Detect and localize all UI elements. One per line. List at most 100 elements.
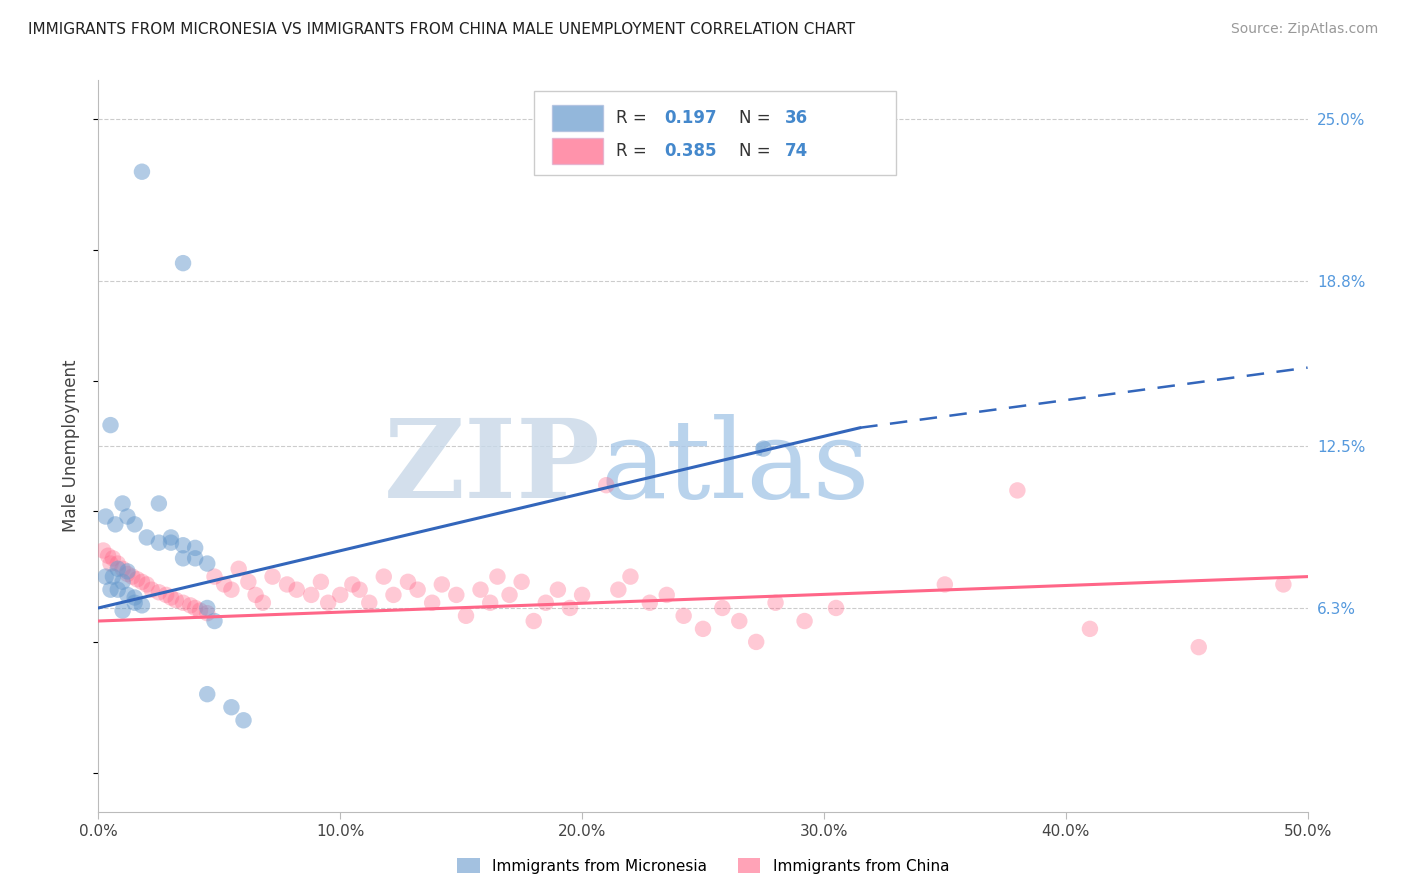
Point: [172, 551, 194, 566]
Point: [117, 565, 139, 579]
Point: [148, 585, 170, 599]
Text: atlas: atlas: [600, 415, 870, 522]
Point: [638, 596, 661, 610]
Point: [486, 569, 509, 583]
Point: [406, 582, 429, 597]
Point: [148, 496, 170, 510]
Point: [101, 569, 124, 583]
Point: [124, 517, 146, 532]
Text: N =: N =: [740, 142, 776, 161]
Point: [91, 543, 114, 558]
Text: 0.197: 0.197: [664, 110, 717, 128]
Point: [204, 569, 226, 583]
Point: [212, 577, 235, 591]
Point: [252, 596, 274, 610]
Text: N =: N =: [740, 110, 776, 128]
Y-axis label: Male Unemployment: Male Unemployment: [62, 359, 80, 533]
Point: [111, 574, 134, 589]
Point: [135, 577, 157, 591]
Point: [104, 517, 127, 532]
Point: [245, 588, 267, 602]
Point: [382, 588, 405, 602]
Point: [745, 635, 768, 649]
Point: [359, 596, 381, 610]
Point: [221, 700, 243, 714]
Point: [479, 596, 502, 610]
Point: [160, 535, 183, 549]
Point: [228, 562, 250, 576]
Point: [124, 591, 146, 605]
Point: [262, 569, 284, 583]
Point: [711, 601, 734, 615]
Point: [498, 588, 520, 602]
Point: [655, 588, 678, 602]
Point: [571, 588, 593, 602]
Text: IMMIGRANTS FROM MICRONESIA VS IMMIGRANTS FROM CHINA MALE UNEMPLOYMENT CORRELATIO: IMMIGRANTS FROM MICRONESIA VS IMMIGRANTS…: [28, 22, 855, 37]
Point: [94, 569, 117, 583]
Point: [172, 256, 194, 270]
Point: [523, 614, 546, 628]
Point: [121, 569, 143, 583]
Text: 36: 36: [785, 110, 808, 128]
Text: Source: ZipAtlas.com: Source: ZipAtlas.com: [1230, 22, 1378, 37]
Point: [1007, 483, 1029, 498]
FancyBboxPatch shape: [551, 105, 603, 131]
Point: [454, 608, 477, 623]
Point: [160, 591, 183, 605]
Point: [692, 622, 714, 636]
Point: [1272, 577, 1295, 591]
Point: [165, 593, 187, 607]
Point: [124, 596, 146, 610]
Point: [117, 567, 139, 582]
Text: 74: 74: [785, 142, 808, 161]
Point: [329, 588, 352, 602]
Point: [793, 614, 815, 628]
Point: [184, 541, 207, 555]
Point: [195, 687, 218, 701]
Point: [117, 509, 139, 524]
Point: [342, 577, 364, 591]
Text: 0.385: 0.385: [664, 142, 717, 161]
Point: [127, 572, 149, 586]
Point: [101, 551, 124, 566]
Point: [534, 596, 557, 610]
Point: [238, 574, 260, 589]
Point: [276, 577, 298, 591]
Point: [446, 588, 468, 602]
Point: [131, 599, 153, 613]
Point: [117, 588, 139, 602]
Point: [396, 574, 419, 589]
Point: [107, 557, 129, 571]
Point: [204, 614, 226, 628]
Point: [94, 509, 117, 524]
Point: [184, 601, 207, 615]
Point: [607, 582, 630, 597]
Legend: Immigrants from Micronesia, Immigrants from China: Immigrants from Micronesia, Immigrants f…: [451, 852, 955, 880]
Point: [195, 606, 218, 620]
Point: [141, 582, 163, 597]
Text: R =: R =: [616, 110, 652, 128]
Point: [232, 714, 254, 728]
Point: [100, 557, 122, 571]
Point: [316, 596, 339, 610]
Point: [285, 582, 308, 597]
Point: [195, 601, 218, 615]
Point: [672, 608, 695, 623]
Point: [111, 496, 134, 510]
Point: [179, 599, 201, 613]
Point: [97, 549, 120, 563]
Point: [160, 530, 183, 544]
Point: [349, 582, 371, 597]
Point: [420, 596, 443, 610]
Point: [111, 562, 134, 576]
Point: [135, 530, 157, 544]
Point: [107, 562, 129, 576]
Point: [131, 574, 153, 589]
Point: [148, 535, 170, 549]
Point: [221, 582, 243, 597]
Point: [299, 588, 322, 602]
Point: [172, 538, 194, 552]
Point: [188, 603, 211, 617]
Point: [195, 557, 218, 571]
Point: [825, 601, 848, 615]
